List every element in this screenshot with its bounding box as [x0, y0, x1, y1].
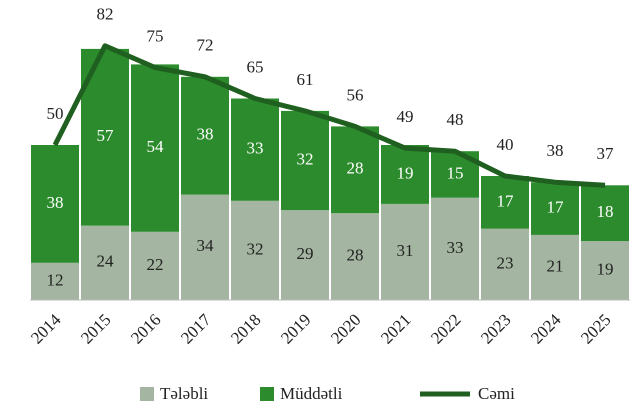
bar-segment — [481, 176, 529, 229]
bar-segment — [581, 241, 629, 300]
value-label: 21 — [547, 256, 564, 275]
x-tick-label: 2017 — [177, 310, 215, 348]
bar-segment — [31, 262, 79, 300]
x-tick-label: 2019 — [277, 310, 314, 347]
value-label: 19 — [397, 163, 414, 182]
x-tick-label: 2014 — [27, 310, 65, 348]
value-label: 38 — [197, 125, 214, 144]
x-tick-label: 2018 — [227, 310, 264, 347]
value-label: 33 — [247, 139, 264, 158]
bar-segment — [181, 76, 229, 195]
value-label: 54 — [147, 137, 165, 156]
value-label: 19 — [597, 259, 614, 278]
bar-segment — [381, 203, 429, 300]
value-label: 22 — [147, 255, 164, 274]
bar-segment — [81, 225, 129, 300]
total-label: 75 — [147, 26, 164, 45]
value-label: 38 — [47, 193, 64, 212]
total-label: 37 — [597, 144, 615, 163]
bar-segment — [581, 185, 629, 242]
x-tick-label: 2024 — [527, 310, 565, 348]
total-label: 56 — [347, 85, 364, 104]
value-label: 17 — [497, 191, 515, 210]
bar-segment — [381, 145, 429, 204]
bar-segment — [331, 126, 379, 214]
total-label: 38 — [547, 141, 564, 160]
value-label: 12 — [47, 270, 64, 289]
x-tick-label: 2015 — [77, 310, 114, 347]
legend-label: Cəmi — [478, 384, 515, 403]
value-label: 28 — [347, 246, 364, 265]
value-label: 24 — [97, 252, 115, 271]
x-tick-label: 2020 — [327, 310, 364, 347]
legend-swatch — [260, 387, 274, 401]
total-label: 72 — [197, 36, 214, 55]
value-label: 23 — [497, 253, 514, 272]
x-tick-label: 2016 — [127, 310, 164, 347]
value-label: 34 — [197, 236, 215, 255]
bar-segment — [31, 145, 79, 263]
bar-segment — [481, 228, 529, 300]
total-label: 50 — [47, 104, 64, 123]
bar-segment — [331, 213, 379, 300]
value-label: 33 — [447, 238, 464, 257]
total-label: 82 — [97, 5, 114, 24]
total-label: 61 — [297, 70, 314, 89]
bar-segment — [281, 210, 329, 300]
total-label: 40 — [497, 135, 514, 154]
value-label: 17 — [547, 197, 565, 216]
x-tick-label: 2025 — [577, 310, 614, 347]
value-label: 31 — [397, 241, 414, 260]
bar-segment — [131, 231, 179, 300]
value-label: 29 — [297, 244, 314, 263]
value-label: 28 — [347, 159, 364, 178]
bar-segment — [531, 234, 579, 300]
legend-label: Tələbli — [160, 384, 208, 403]
value-label: 57 — [97, 126, 115, 145]
total-label: 48 — [447, 110, 464, 129]
value-label: 32 — [297, 149, 314, 168]
legend-label: Müddətli — [280, 384, 343, 403]
value-label: 18 — [597, 202, 614, 221]
bar-segment — [281, 110, 329, 211]
bar-segment — [231, 200, 279, 300]
bar-segment — [531, 182, 579, 235]
x-tick-label: 2022 — [427, 310, 464, 347]
total-label: 49 — [397, 107, 414, 126]
bar-segment — [131, 64, 179, 232]
x-tick-label: 2023 — [477, 310, 514, 347]
total-line — [52, 43, 606, 188]
bar-segment — [181, 194, 229, 300]
total-label: 65 — [247, 57, 264, 76]
value-label: 15 — [447, 163, 464, 182]
value-label: 32 — [247, 239, 264, 258]
bar-segment — [431, 197, 479, 300]
legend-swatch — [140, 387, 154, 401]
bar-segment — [231, 98, 279, 201]
x-tick-label: 2021 — [377, 310, 414, 347]
